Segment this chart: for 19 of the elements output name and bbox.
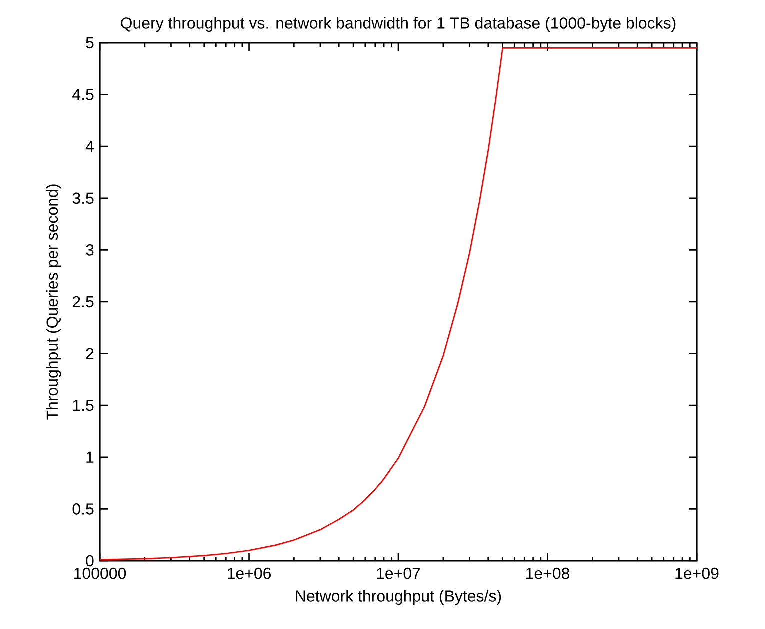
x-axis-title: Network throughput (Bytes/s) [296, 590, 502, 606]
y-tick-label: 0.5 [72, 504, 94, 515]
y-tick-label: 1 [86, 452, 94, 463]
y-tick-label: 4.5 [72, 89, 94, 100]
y-tick-label: 3 [86, 244, 94, 256]
y-tick-label: 2 [86, 348, 94, 360]
chart-title: Query throughput vs. network bandwidth for 1 TB database (1000-byte blocks) [121, 17, 676, 32]
x-tick-label: 1e+08 [526, 568, 570, 580]
x-tick-label: 1e+09 [676, 568, 719, 580]
y-tick-label: 5 [86, 37, 94, 49]
x-tick-label: 100000 [74, 568, 126, 580]
y-tick-label: 1.5 [73, 400, 94, 412]
y-tick-label: 2.5 [72, 296, 94, 308]
y-tick-label: 3.5 [72, 192, 94, 204]
y-tick-label: 4 [86, 141, 94, 152]
x-tick-label: 1e+07 [377, 568, 420, 580]
x-tick-label: 1e+06 [228, 568, 272, 580]
y-axis-title: Throughput (Queries per second) [46, 184, 62, 420]
y-tick-label: 0 [86, 555, 94, 567]
